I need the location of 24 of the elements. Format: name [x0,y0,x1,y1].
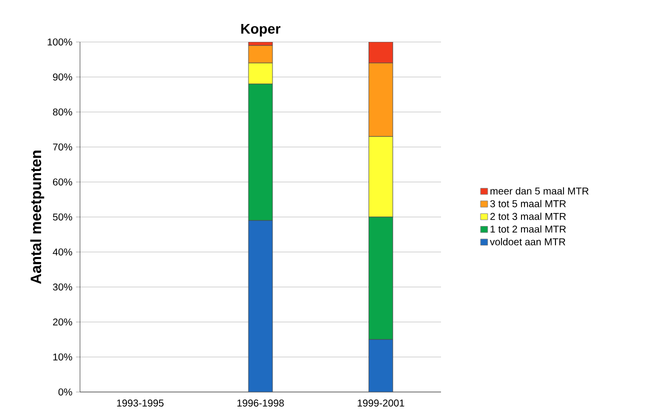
bar [248,220,273,392]
x-tick-label: 1999-2001 [358,400,404,407]
chart-title: Koper [241,24,280,36]
legend-label: 1 tot 2 maal MTR [490,225,566,233]
legend-label: 3 tot 5 maal MTR [490,200,566,208]
y-tick-label: 80% [52,108,72,116]
bar [368,42,394,64]
y-axis-title: Aantal meetpunten [30,150,44,284]
x-tick-label: 1993-1995 [117,400,164,407]
y-tick-label: 70% [53,143,72,151]
legend-label: voldoet aan MTR [490,238,566,246]
x-tick-label: 1996-1998 [237,400,284,407]
y-tick-label: 50% [52,213,72,221]
y-tick-label: 100% [48,38,72,46]
y-tick-label: 40% [52,248,72,256]
legend-label: 2 tot 3 maal MTR [490,212,566,220]
legend-label: meer dan 5 maal MTR [490,187,588,195]
y-tick-label: 10% [53,353,72,361]
y-tick-label: 60% [53,178,72,186]
y-tick-label: 20% [53,318,72,326]
y-tick-label: 0% [58,388,72,396]
bar [368,339,394,392]
y-tick-label: 30% [52,283,72,291]
y-tick-label: 90% [53,73,72,81]
